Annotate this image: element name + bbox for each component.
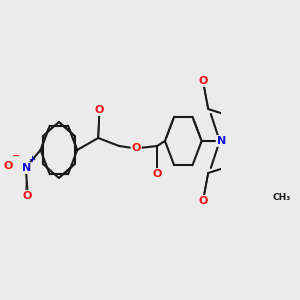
Text: CH₃: CH₃ <box>272 193 291 202</box>
Text: O: O <box>3 161 13 171</box>
Text: +: + <box>28 154 35 164</box>
Text: −: − <box>12 151 20 161</box>
Text: O: O <box>198 196 208 206</box>
Text: O: O <box>23 191 32 201</box>
Text: O: O <box>95 105 104 115</box>
Text: O: O <box>152 169 162 179</box>
Text: N: N <box>22 163 31 173</box>
Text: N: N <box>217 136 226 146</box>
Text: O: O <box>131 143 141 153</box>
Text: O: O <box>198 76 208 86</box>
